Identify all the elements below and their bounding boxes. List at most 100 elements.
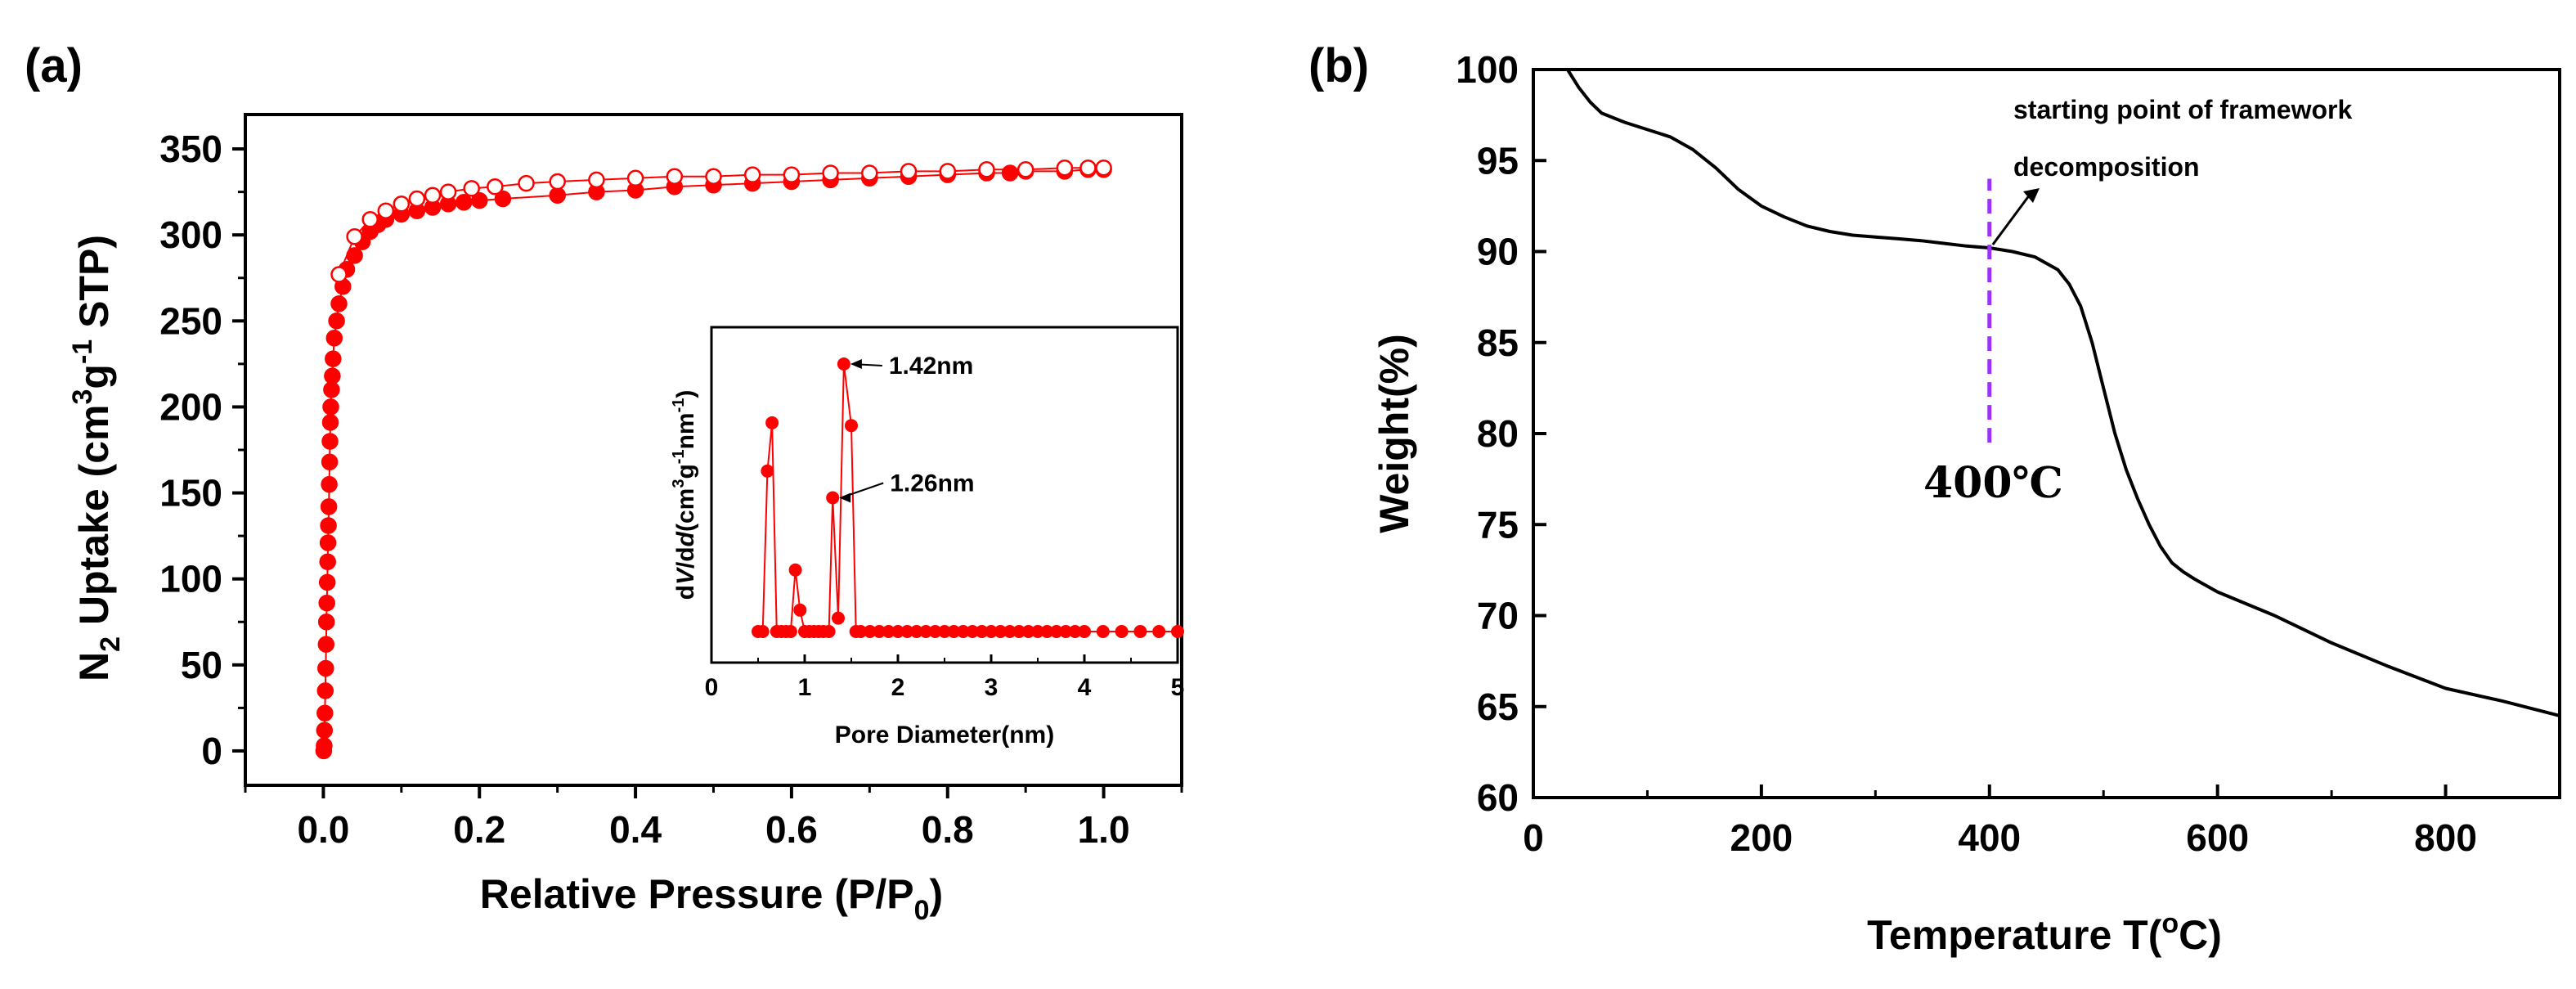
adsorption-point [322, 398, 339, 416]
adsorption-point [321, 475, 338, 493]
desorption-point [822, 164, 839, 182]
panel-b-label: (b) [1308, 39, 1369, 92]
panel-a-x-ticks: 0.0 0.2 0.4 0.6 0.8 1.0 [244, 785, 1183, 851]
inset-point [783, 625, 797, 638]
panel-b-x-tick-label: 400 [1958, 816, 2021, 859]
adsorption-point [324, 367, 341, 384]
desorption-point [588, 171, 605, 189]
panel-a-y-tick-label: 50 [181, 644, 222, 686]
adsorption-point [323, 381, 340, 398]
panel-b-tga-chart: (b) 0 200 400 600 800 60 65 70 75 80 85 90 95 100 st… [1308, 39, 2561, 958]
adsorption-point [471, 191, 488, 209]
panel-b-y-tick-label: 70 [1477, 595, 1519, 637]
desorption-point [1056, 159, 1074, 177]
panel-a-x-tick-label: 1.0 [1078, 808, 1130, 851]
inset-point [1078, 625, 1091, 638]
inset-point [822, 625, 836, 638]
desorption-point [408, 190, 426, 208]
inset-point [1152, 625, 1166, 638]
inset-point [832, 611, 845, 625]
adsorption-point [328, 312, 345, 330]
temperature-label: 400℃ [1923, 458, 2063, 508]
desorption-point [666, 168, 684, 185]
desorption-point [518, 174, 535, 192]
panel-b-y-axis-title: Weight(%) [1371, 334, 1417, 533]
panel-a-label: (a) [25, 39, 83, 92]
desorption-point [463, 180, 480, 197]
panel-b-x-tick-label: 0 [1523, 816, 1544, 859]
panel-b-x-ticks: 0 200 400 600 800 [1523, 784, 2477, 859]
inset-point [1115, 625, 1129, 638]
adsorption-point [330, 295, 348, 312]
inset-x-tick-label: 3 [985, 674, 999, 701]
adsorption-point [320, 498, 338, 515]
tga-weight-curve [1566, 68, 2560, 717]
panel-a-y-tick-label: 100 [159, 558, 222, 600]
panel-b-y-tick-label: 80 [1477, 412, 1519, 455]
panel-a-y-tick-label: 150 [159, 472, 222, 515]
inset-point [761, 464, 774, 478]
panel-a-x-tick-label: 0.8 [922, 808, 974, 851]
panel-a-y-tick-label: 350 [159, 128, 222, 170]
panel-b-y-tick-label: 75 [1477, 503, 1519, 546]
desorption-point [743, 166, 761, 183]
panel-a-series [315, 159, 1112, 760]
desorption-point [900, 163, 918, 180]
adsorption-point [320, 517, 337, 534]
inset-x-axis-title: Pore Diameter(nm) [835, 722, 1054, 748]
inset-annotation-label: 1.26nm [890, 470, 974, 497]
adsorption-point [494, 190, 512, 208]
panel-b-x-tick-label: 600 [2186, 816, 2249, 859]
annotation-line-2: decomposition [2013, 152, 2200, 182]
decomposition-arrowhead [2023, 188, 2040, 203]
inset-series [752, 357, 1184, 638]
desorption-point [439, 183, 457, 200]
panel-a-y-tick-label: 300 [159, 214, 222, 256]
inset-annotation-arrowhead [850, 359, 862, 369]
adsorption-point [325, 350, 342, 367]
desorption-point [549, 173, 566, 191]
desorption-point [783, 166, 801, 183]
adsorption-point [317, 614, 335, 631]
inset-annotation-label: 1.42nm [889, 353, 973, 380]
desorption-point [1079, 159, 1097, 177]
inset-point [1096, 625, 1110, 638]
inset-point [845, 419, 858, 433]
inset-point [826, 491, 840, 505]
adsorption-point [321, 453, 339, 470]
panel-a-x-tick-label: 0.4 [609, 808, 662, 851]
desorption-point [978, 161, 995, 178]
panel-b-x-tick-label: 200 [1730, 816, 1793, 859]
adsorption-point [318, 573, 336, 591]
desorption-point [705, 168, 722, 185]
adsorption-point [325, 330, 343, 347]
panel-b-annotations: starting point of framework decompositio… [1923, 95, 2352, 508]
adsorption-point [1001, 164, 1019, 182]
desorption-point [626, 169, 644, 187]
panel-b-y-tick-label: 95 [1477, 139, 1519, 182]
desorption-point [1095, 159, 1112, 177]
adsorption-point [317, 659, 334, 677]
inset-point [765, 416, 779, 429]
adsorption-point [316, 737, 333, 754]
inset-x-tick-label: 1 [798, 674, 812, 701]
inset-y-axis-title: dV/dd(cm3g-1nm-1) [670, 390, 699, 600]
adsorption-point [321, 414, 339, 431]
desorption-point [424, 187, 442, 205]
desorption-point [393, 196, 411, 213]
inset-point [1133, 625, 1147, 638]
desorption-point [330, 266, 348, 283]
desorption-point [361, 211, 379, 228]
inset-annotation-arrowhead [839, 492, 851, 503]
panel-a-y-tick-label: 200 [159, 385, 222, 428]
inset-point [837, 357, 850, 371]
panel-a-y-axis-title: N2 Uptake (cm3g-1 STP) [67, 235, 126, 681]
inset-point [756, 625, 770, 638]
desorption-point [346, 228, 363, 245]
panel-b-y-tick-label: 65 [1477, 686, 1519, 728]
adsorption-point [316, 722, 334, 739]
panel-a-inset-pore-distribution: 0 1 2 3 4 5 1.42nm 1.26nm Pore Diameter(nm) dV… [670, 326, 1184, 748]
desorption-point [1016, 161, 1034, 178]
desorption-point [939, 163, 957, 180]
